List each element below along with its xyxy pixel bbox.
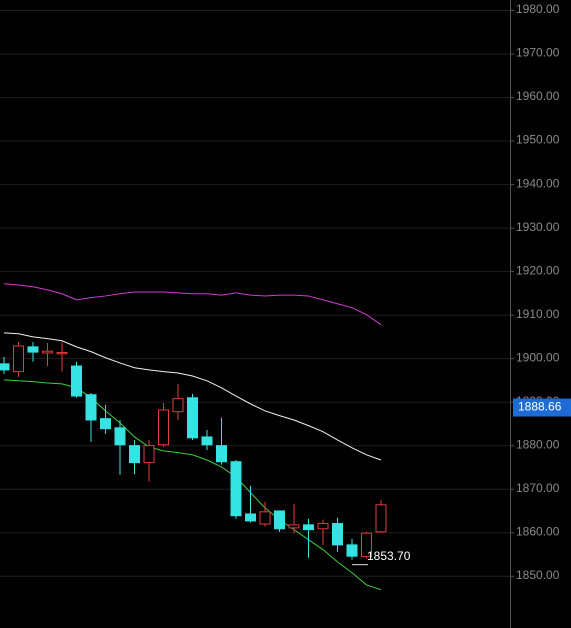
candle-body — [143, 445, 155, 464]
candle-body — [317, 523, 329, 530]
y-tick-label: 1910.00 — [516, 307, 560, 321]
y-tick-label: 1950.00 — [516, 133, 560, 147]
candle-body — [172, 398, 184, 413]
candle-body — [85, 394, 97, 421]
y-tick-label: 1960.00 — [516, 89, 560, 103]
candle-body — [27, 346, 39, 353]
candle-body — [201, 436, 213, 446]
candle-body — [187, 397, 198, 439]
y-tick-label: 1870.00 — [516, 481, 560, 495]
moving-average-line — [3, 283, 382, 326]
low-label: 1853.70 — [367, 549, 411, 563]
y-tick-label: 1930.00 — [516, 220, 560, 234]
candle-body — [303, 524, 314, 531]
candle-body — [375, 504, 387, 533]
candle-body — [259, 511, 271, 525]
candle-body — [230, 461, 242, 517]
y-tick-label: 1970.00 — [516, 46, 560, 60]
candle-body — [56, 352, 68, 355]
candle-body — [114, 427, 126, 446]
candle-body — [361, 532, 372, 558]
y-tick-label: 1900.00 — [516, 350, 560, 364]
y-tick-label: 1880.00 — [516, 437, 560, 451]
price-label: 1888.66 — [518, 400, 562, 414]
moving-average-line — [3, 379, 382, 591]
candle-body — [13, 345, 24, 373]
candle-body — [158, 409, 169, 446]
y-tick-label: 1940.00 — [516, 176, 560, 190]
candle-body — [71, 365, 82, 397]
candle-body — [274, 510, 285, 530]
candle-body — [100, 418, 111, 430]
candle-body — [332, 523, 343, 546]
candle-body — [42, 350, 53, 354]
moving-average-line — [3, 332, 382, 461]
y-tick-label: 1850.00 — [516, 568, 560, 582]
price-label-box — [513, 398, 571, 417]
candle-body — [129, 445, 140, 464]
candle-body — [245, 513, 256, 522]
candle-body — [288, 524, 300, 529]
candle-body — [346, 544, 358, 557]
candle-body — [216, 445, 227, 463]
y-tick-label: 1980.00 — [516, 2, 560, 16]
candle-body — [0, 363, 10, 371]
y-tick-label: 1860.00 — [516, 524, 560, 538]
y-tick-label: 1920.00 — [516, 263, 560, 277]
